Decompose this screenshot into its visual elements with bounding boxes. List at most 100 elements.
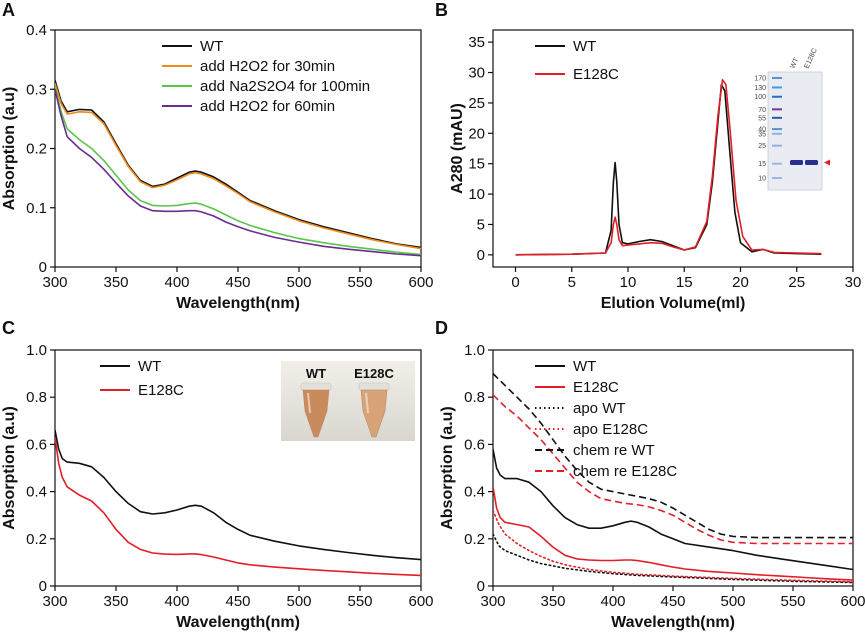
- x-tick-label-a: 600: [408, 274, 433, 291]
- y-tick-label-c: 1.0: [26, 342, 47, 359]
- legend-label-b-1: E128C: [573, 66, 619, 83]
- x-tick-label-d: 400: [600, 593, 625, 610]
- y-axis-title-a: Absorption (a.u): [1, 87, 18, 211]
- y-tick-label-a: 0.4: [26, 22, 47, 39]
- y-tick-label-b: 15: [468, 156, 485, 173]
- tube-photo-inset: WT E128C: [281, 361, 415, 441]
- series-line-d-0: [493, 448, 853, 571]
- gel-marker-label: 10: [758, 176, 766, 183]
- y-tick-label-d: 0: [477, 578, 485, 595]
- series-line-d-3: [493, 509, 853, 583]
- legend-label-d-5: chem re E128C: [573, 463, 677, 480]
- x-tick-label-b: 5: [568, 274, 576, 291]
- y-axis-title-d: Absorption (a.u): [439, 406, 456, 530]
- gel-band-e128c: [805, 160, 818, 166]
- gel-marker-band: [772, 128, 782, 131]
- y-tick-label-b: 10: [468, 186, 485, 203]
- legend-b: WT E128C: [535, 38, 619, 83]
- panel-letter-c: C: [2, 318, 15, 338]
- x-axis-title-c: Wavelength(nm): [176, 614, 300, 631]
- panel-d: D 300 350 400 450 500 550 600 0 0.2 0.4 0.6 0.8 1.0 W…: [435, 318, 865, 631]
- x-tick-label-d: 600: [840, 593, 865, 610]
- y-tick-label-a: 0: [39, 259, 47, 276]
- plot-d: 300 350 400 450 500 550 600 0 0.2 0.4 0.6 0.8 1.0 Wav…: [439, 342, 865, 631]
- legend-c: WT E128C: [100, 358, 184, 399]
- x-tick-label-a: 500: [286, 274, 311, 291]
- x-tick-label-b: 0: [511, 274, 519, 291]
- x-tick-label-a: 300: [42, 274, 67, 291]
- series-group-c: [55, 430, 421, 577]
- legend-label-d-3: apo E128C: [573, 421, 648, 438]
- gel-marker-band: [772, 116, 782, 119]
- x-tick-label-a: 550: [347, 274, 372, 291]
- x-tick-label-d: 350: [540, 593, 565, 610]
- gel-marker-label: 170: [754, 76, 766, 83]
- x-tick-label-b: 25: [788, 274, 805, 291]
- y-tick-label-a: 0.1: [26, 200, 47, 217]
- gel-marker-band: [772, 95, 782, 98]
- photo-tube-label: WT: [306, 366, 326, 381]
- tube-cap: [300, 382, 332, 391]
- x-tick-label-b: 30: [845, 274, 862, 291]
- gel-band-wt: [790, 160, 803, 166]
- y-tick-label-d: 0.2: [464, 531, 485, 548]
- gel-marker-band: [772, 108, 782, 111]
- x-axis-title-b: Elution Volume(ml): [601, 295, 746, 312]
- legend-label-d-2: apo WT: [573, 400, 626, 417]
- series-line-a-0: [55, 80, 421, 249]
- x-tick-label-b: 10: [620, 274, 637, 291]
- panel-c: C 300 350 400 450 500 550 600 0 0.2 0.4 0.6 0.8 1.0 W…: [1, 318, 434, 631]
- y-tick-label-c: 0: [39, 578, 47, 595]
- series-line-a-1: [55, 83, 421, 250]
- x-tick-label-d: 450: [660, 593, 685, 610]
- series-line-c-1: [55, 437, 421, 577]
- y-tick-label-a: 0.2: [26, 141, 47, 158]
- panel-a: A 300 350 400 450 500 550 600 0 0.1 0.2 0.3 0.4 Wave…: [1, 0, 434, 312]
- x-tick-label-a: 450: [225, 274, 250, 291]
- legend-label-b-0: WT: [573, 38, 596, 55]
- gel-marker-label: 25: [758, 143, 766, 150]
- y-tick-label-b: 25: [468, 95, 485, 112]
- x-tick-label-c: 550: [347, 593, 372, 610]
- x-tick-label-b: 20: [732, 274, 749, 291]
- panel-b: B 0 5 10 15 20 25 30 0 5 10 15 20 25 30 35 Elution Volu…: [435, 0, 861, 312]
- gel-marker-band: [772, 177, 782, 179]
- gel-marker-label: 100: [754, 94, 766, 101]
- gel-marker-band: [772, 86, 782, 89]
- plot-b: 0 5 10 15 20 25 30 0 5 10 15 20 25 30 35 Elution Volume…: [449, 29, 862, 312]
- panel-letter-d: D: [435, 318, 448, 338]
- gel-marker-label: 70: [758, 107, 766, 114]
- x-tick-label-d: 300: [480, 593, 505, 610]
- gel-marker-label: 55: [758, 115, 766, 122]
- x-axis-title-a: Wavelength(nm): [176, 295, 300, 312]
- legend-label-a-0: WT: [200, 38, 223, 55]
- tube-cap: [358, 382, 390, 391]
- series-line-a-2: [55, 86, 421, 256]
- series-group-b: [515, 79, 822, 256]
- tube-highlight: [365, 392, 369, 414]
- series-group-d: [493, 373, 853, 584]
- series-line-d-1: [493, 486, 853, 581]
- series-line-c-0: [55, 430, 421, 561]
- photo-tube-label: E128C: [354, 366, 394, 381]
- legend-label-d-1: E128C: [573, 379, 619, 396]
- gel-marker-label: 40: [758, 127, 766, 134]
- y-tick-label-c: 0.4: [26, 484, 47, 501]
- legend-label-a-1: add H2O2 for 30min: [200, 58, 335, 75]
- y-tick-label-b: 35: [468, 34, 485, 51]
- legend-label-a-3: add H2O2 for 60min: [200, 98, 335, 115]
- x-tick-label-d: 500: [720, 593, 745, 610]
- y-tick-label-c: 0.8: [26, 389, 47, 406]
- gel-marker-band: [772, 162, 782, 165]
- legend-a: WT add H2O2 for 30min add Na2S2O4 for 100m…: [162, 38, 370, 115]
- legend-d: WT E128C apo WT apo E128C chem re WT chem re …: [535, 358, 677, 480]
- y-tick-label-d: 0.6: [464, 436, 485, 453]
- plot-c: 300 350 400 450 500 550 600 0 0.2 0.4 0.6 0.8 1.0 Wav…: [1, 342, 434, 631]
- x-axis-title-d: Wavelength(nm): [611, 614, 735, 631]
- y-tick-label-d: 0.8: [464, 389, 485, 406]
- gel-lane-label: WT: [789, 56, 800, 69]
- gel-marker-band: [772, 144, 782, 147]
- plot-a: 300 350 400 450 500 550 600 0 0.1 0.2 0.3 0.4 Wavele…: [1, 22, 434, 312]
- legend-label-d-4: chem re WT: [573, 442, 655, 459]
- gel-marker-band: [772, 132, 782, 135]
